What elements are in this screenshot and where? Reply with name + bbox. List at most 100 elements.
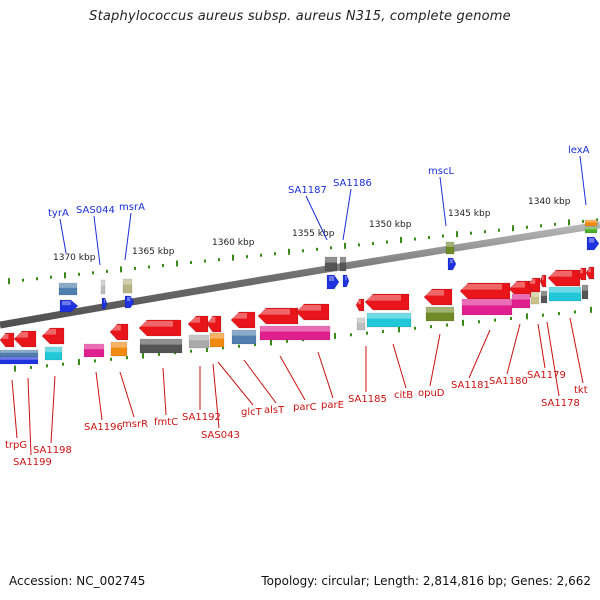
tick-mark xyxy=(222,346,224,350)
tick-mark xyxy=(400,237,402,243)
feature-block xyxy=(324,256,338,272)
tick-mark xyxy=(158,352,160,356)
tick-mark xyxy=(478,320,480,324)
tick-mark xyxy=(286,339,288,343)
tick-mark xyxy=(78,359,80,366)
tick-mark xyxy=(94,359,96,363)
tick-mark xyxy=(344,242,346,249)
gene-arrow xyxy=(0,332,15,348)
leader-line xyxy=(59,218,67,254)
gene-arrow xyxy=(585,266,595,280)
tick-mark xyxy=(22,278,24,282)
leader-line xyxy=(11,379,18,439)
tick-mark xyxy=(590,306,592,313)
tick-mark xyxy=(382,330,384,334)
gene-arrow xyxy=(124,295,135,309)
gene-arrow-shine xyxy=(104,299,105,303)
feature-block xyxy=(122,278,133,294)
feature-block xyxy=(366,312,412,328)
gene-arrow-shine xyxy=(2,334,9,339)
gene-label-sa1187: SA1187 xyxy=(288,185,327,196)
feature-block xyxy=(44,346,63,361)
tick-mark xyxy=(50,275,52,279)
tick-mark xyxy=(206,345,208,352)
feature-block xyxy=(511,293,531,309)
tick-mark xyxy=(254,343,256,347)
leader-line xyxy=(537,323,546,369)
scale-label: 1365 kbp xyxy=(132,247,175,257)
tick-mark xyxy=(218,258,220,262)
feature-block-shine xyxy=(585,220,597,223)
feature-block-shine xyxy=(585,227,597,230)
scale-label: 1370 kbp xyxy=(53,253,96,263)
feature-block-shine xyxy=(325,257,337,263)
gene-arrow-shine xyxy=(550,271,572,277)
gene-arrow xyxy=(342,274,350,288)
feature-block xyxy=(0,356,39,365)
tick-mark xyxy=(540,224,542,228)
gene-arrow-shine xyxy=(426,290,444,296)
feature-block xyxy=(445,241,455,255)
gene-label-mscl: mscL xyxy=(428,166,454,177)
label-leaders xyxy=(11,155,587,456)
feature-block-shine xyxy=(140,339,182,345)
leader-line xyxy=(95,371,103,421)
tick-mark xyxy=(62,362,64,366)
feature-block xyxy=(188,334,210,349)
feature-block-shine xyxy=(0,350,38,353)
tick-mark xyxy=(526,225,528,229)
feature-block xyxy=(83,343,105,358)
leader-line xyxy=(342,188,352,241)
gene-arrow xyxy=(59,299,79,313)
gene-label-pare: parE xyxy=(321,400,344,411)
tick-mark xyxy=(462,319,464,326)
inner-tick-row xyxy=(14,306,592,372)
tick-mark xyxy=(574,310,576,314)
gene-label-sa1178: SA1178 xyxy=(541,398,580,409)
tick-mark xyxy=(430,325,432,329)
scale-label: 1340 kbp xyxy=(528,197,571,207)
gene-label-sa1199: SA1199 xyxy=(13,457,52,468)
tick-mark xyxy=(568,219,570,226)
tick-mark xyxy=(350,333,352,337)
feature-block-shine xyxy=(541,291,547,296)
gene-label-sa1185: SA1185 xyxy=(348,394,387,405)
gene-label-alst: alsT xyxy=(264,405,285,416)
feature-block-shine xyxy=(189,335,209,341)
leader-line xyxy=(569,317,584,384)
gene-arrow-shine xyxy=(462,284,502,290)
gene-arrow xyxy=(109,323,129,341)
leader-line xyxy=(217,361,254,406)
feature-block xyxy=(530,291,540,305)
tick-mark xyxy=(512,225,514,232)
feature-block xyxy=(58,282,78,296)
feature-block-shine xyxy=(260,326,330,332)
leader-line xyxy=(212,363,220,429)
scale-label: 1345 kbp xyxy=(448,209,491,219)
gene-arrow xyxy=(295,303,330,321)
tick-mark xyxy=(142,352,144,359)
feature-block-shine xyxy=(210,333,224,339)
leader-line xyxy=(579,155,587,206)
tick-mark xyxy=(36,277,38,281)
gene-arrow xyxy=(138,319,182,337)
gene-label-parc: parC xyxy=(293,402,317,413)
tick-mark xyxy=(542,313,544,317)
tick-mark xyxy=(494,318,496,322)
gene-label-sa1179: SA1179 xyxy=(527,370,566,381)
tick-mark xyxy=(46,364,48,368)
gene-label-sas043: SAS043 xyxy=(201,430,240,441)
feature-block xyxy=(356,317,366,331)
tick-mark xyxy=(526,313,528,320)
gene-labels: tyrA SAS044 msrA SA1187 SA1186 mscL lexA trpG SA… xyxy=(5,145,590,468)
feature-block xyxy=(139,338,183,354)
gene-arrow xyxy=(447,257,457,271)
scale-label: 1350 kbp xyxy=(369,220,412,230)
feature-block-shine xyxy=(531,292,539,297)
feature-block-shine xyxy=(512,294,530,300)
tick-mark xyxy=(274,252,276,256)
tick-mark xyxy=(260,253,262,257)
tick-mark xyxy=(120,266,122,273)
gene-arrow-shine xyxy=(190,317,200,323)
gene-arrow xyxy=(586,236,600,251)
